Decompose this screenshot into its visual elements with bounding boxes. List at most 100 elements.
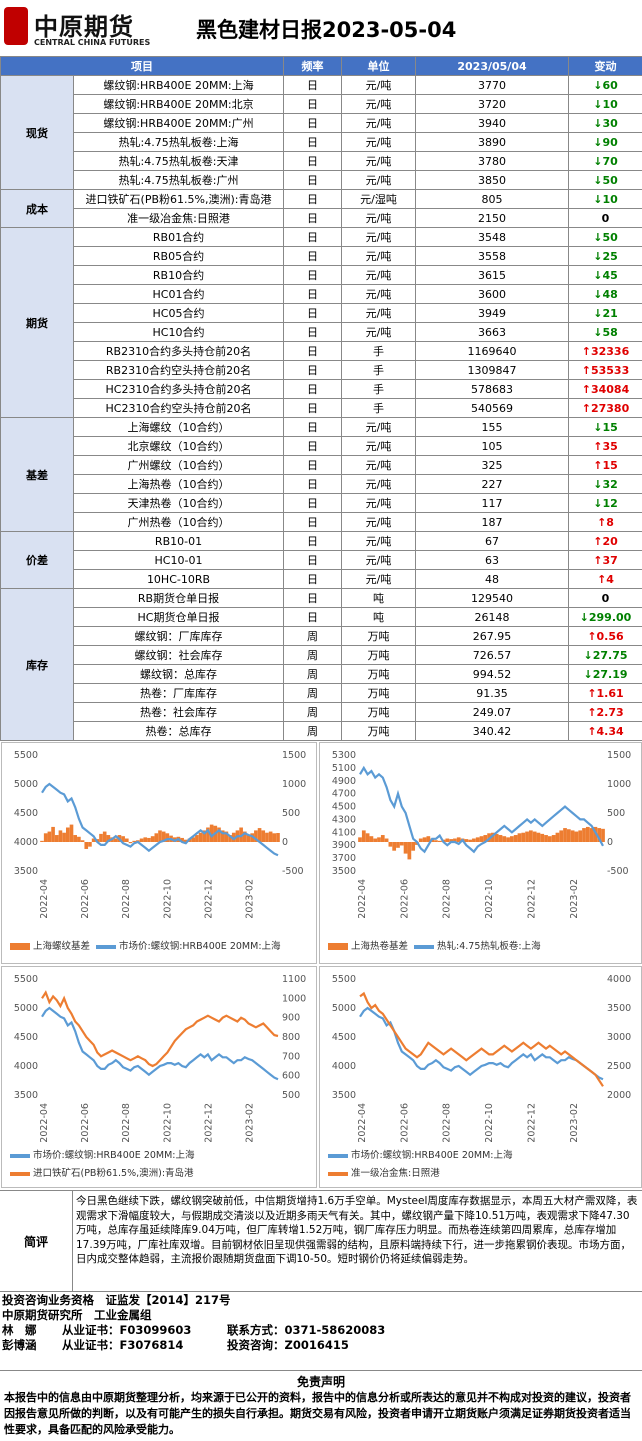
legend-item: 市场价:螺纹钢:HRB400E 20MM:上海	[328, 1147, 513, 1161]
y-right-tick-label: 3000	[607, 1032, 631, 1043]
change-value: 48	[602, 288, 617, 301]
basis-bar	[147, 838, 151, 842]
legend-swatch	[10, 1172, 30, 1176]
value-cell: 3558	[416, 247, 569, 266]
basis-bar	[40, 841, 44, 842]
y-left-tick-label: 4000	[332, 1061, 356, 1072]
item-cell: 进口铁矿石(PB粉61.5%,澳洲):青岛港	[74, 190, 284, 209]
col-header-date: 2023/05/04	[416, 57, 569, 76]
x-tick-label: 2022-04	[39, 1103, 50, 1143]
y-right-tick-label: 1000	[607, 779, 631, 790]
category-cell: 基差	[1, 418, 74, 532]
change-value: 37	[602, 554, 617, 567]
legend-label: 进口铁矿石(PB粉61.5%,澳洲):青岛港	[33, 1168, 194, 1179]
logo-mark-icon	[4, 7, 28, 45]
x-tick-label: 2022-08	[121, 1103, 132, 1143]
change-cell: 0	[569, 589, 642, 608]
freq-cell: 日	[284, 76, 342, 95]
item-cell: HC01合约	[74, 285, 284, 304]
item-cell: 热轧:4.75热轧板卷:上海	[74, 133, 284, 152]
value-cell: 3770	[416, 76, 569, 95]
change-value: 21	[602, 307, 617, 320]
freq-cell: 周	[284, 703, 342, 722]
legend-label: 市场价:螺纹钢:HRB400E 20MM:上海	[119, 941, 281, 952]
y-right-tick-label: 0	[282, 837, 288, 848]
change-value: 25	[602, 250, 617, 263]
freq-cell: 日	[284, 209, 342, 228]
basis-bar	[195, 835, 199, 842]
freq-cell: 日	[284, 456, 342, 475]
y-left-tick-label: 5300	[332, 750, 356, 761]
legend-label: 市场价:螺纹钢:HRB400E 20MM:上海	[351, 1150, 513, 1161]
freq-cell: 日	[284, 513, 342, 532]
value-cell: 3890	[416, 133, 569, 152]
change-value: 15	[602, 421, 617, 434]
item-cell: 热卷：社会库存	[74, 703, 284, 722]
freq-cell: 日	[284, 418, 342, 437]
value-cell: 63	[416, 551, 569, 570]
department-line: 中原期货研究所 工业金属组	[2, 1308, 642, 1323]
x-tick-label: 2022-08	[442, 879, 453, 919]
x-tick-label: 2022-12	[203, 879, 214, 919]
item-cell: 螺纹钢：总库存	[74, 665, 284, 684]
freq-cell: 日	[284, 361, 342, 380]
col-header-freq: 频率	[284, 57, 342, 76]
legend-item: 热轧:4.75热轧板卷:上海	[414, 938, 541, 952]
change-cell: ↑4.34	[569, 722, 642, 741]
unit-cell: 元/吨	[342, 152, 416, 171]
item-cell: 上海热卷（10合约）	[74, 475, 284, 494]
basis-bar	[396, 842, 400, 848]
change-cell: ↑2.73	[569, 703, 642, 722]
change-cell: ↓50	[569, 228, 642, 247]
basis-bar	[423, 837, 427, 842]
chart-svg: 55005000450040003500150010005000-5002022…	[2, 743, 316, 963]
item-cell: 广州螺纹（10合约）	[74, 456, 284, 475]
change-cell: ↓21	[569, 304, 642, 323]
unit-cell: 元/吨	[342, 437, 416, 456]
y-left-tick-label: 5100	[332, 763, 356, 774]
logo-cn: 中原期货	[34, 7, 134, 42]
change-value: 27380	[591, 402, 629, 415]
change-cell: ↑0.56	[569, 627, 642, 646]
item-cell: 10HC-10RB	[74, 570, 284, 589]
freq-cell: 日	[284, 437, 342, 456]
basis-bar	[480, 836, 484, 842]
x-tick-label: 2022-12	[203, 1103, 214, 1143]
data-table: 项目 频率 单位 2023/05/04 变动 现货螺纹钢:HRB400E 20M…	[0, 56, 642, 741]
analyst-2-name: 彭博涵	[2, 1338, 62, 1353]
basis-bar	[392, 842, 396, 851]
value-cell: 3780	[416, 152, 569, 171]
change-value: 32	[602, 478, 617, 491]
unit-cell: 元/吨	[342, 418, 416, 437]
basis-bar	[548, 836, 552, 842]
series-line	[42, 784, 278, 855]
analyst-2-cert: 从业证书：F3076814	[62, 1338, 227, 1353]
change-value: 30	[602, 117, 617, 130]
change-cell: ↓90	[569, 133, 642, 152]
x-tick-label: 2022-10	[162, 879, 173, 919]
basis-bar	[88, 842, 92, 847]
freq-cell: 日	[284, 570, 342, 589]
x-tick-label: 2023-02	[569, 1103, 580, 1143]
change-cell: ↓32	[569, 475, 642, 494]
item-cell: 广州热卷（10合约）	[74, 513, 284, 532]
unit-cell: 元/吨	[342, 551, 416, 570]
y-right-tick-label: 1000	[282, 779, 306, 790]
legend-label: 热轧:4.75热轧板卷:上海	[437, 941, 541, 952]
arrow-down-icon: ↓	[583, 668, 592, 681]
y-left-tick-label: 3900	[332, 840, 356, 851]
freq-cell: 日	[284, 171, 342, 190]
